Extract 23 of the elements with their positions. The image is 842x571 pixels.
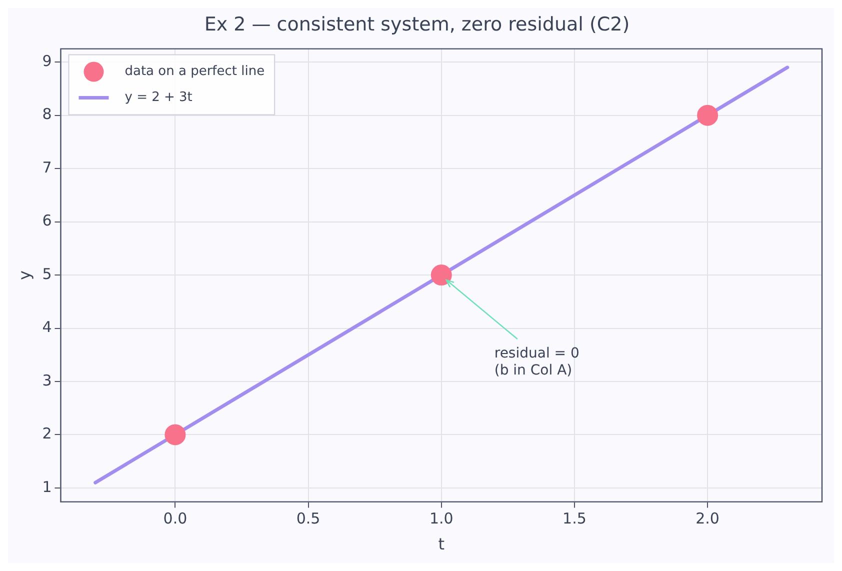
x-tick-label: 0.5 [296, 510, 320, 528]
annotation: residual = 0 (b in Col A) [494, 346, 580, 379]
x-tick-label: 1.5 [562, 510, 586, 528]
point [697, 104, 718, 126]
y-tick-label: 1 [42, 478, 52, 496]
y-tick-label: 2 [42, 424, 52, 443]
y-tick-label: 4 [42, 318, 52, 336]
x-tick-label: 0.0 [163, 510, 188, 528]
chart-title: Ex 2 — consistent system, zero residual (C2) [204, 13, 630, 36]
point [164, 424, 186, 446]
x-tick-label: 1.0 [429, 510, 454, 528]
x-tick-label: 2.0 [696, 510, 720, 528]
y-tick-label: 6 [42, 212, 52, 230]
x-axis-title: t [438, 534, 445, 554]
legend-label: y = 2 + 3t [124, 90, 192, 106]
y-tick-label: 5 [42, 264, 52, 283]
y-tick-label: 8 [42, 105, 52, 124]
y-tick-label: 7 [42, 158, 52, 176]
y-tick-label: 9 [42, 52, 52, 70]
point [430, 264, 452, 286]
y-tick-label: 3 [42, 371, 52, 390]
legend-label: data on a perfect line [124, 64, 265, 80]
y-axis-title: y [14, 270, 34, 280]
